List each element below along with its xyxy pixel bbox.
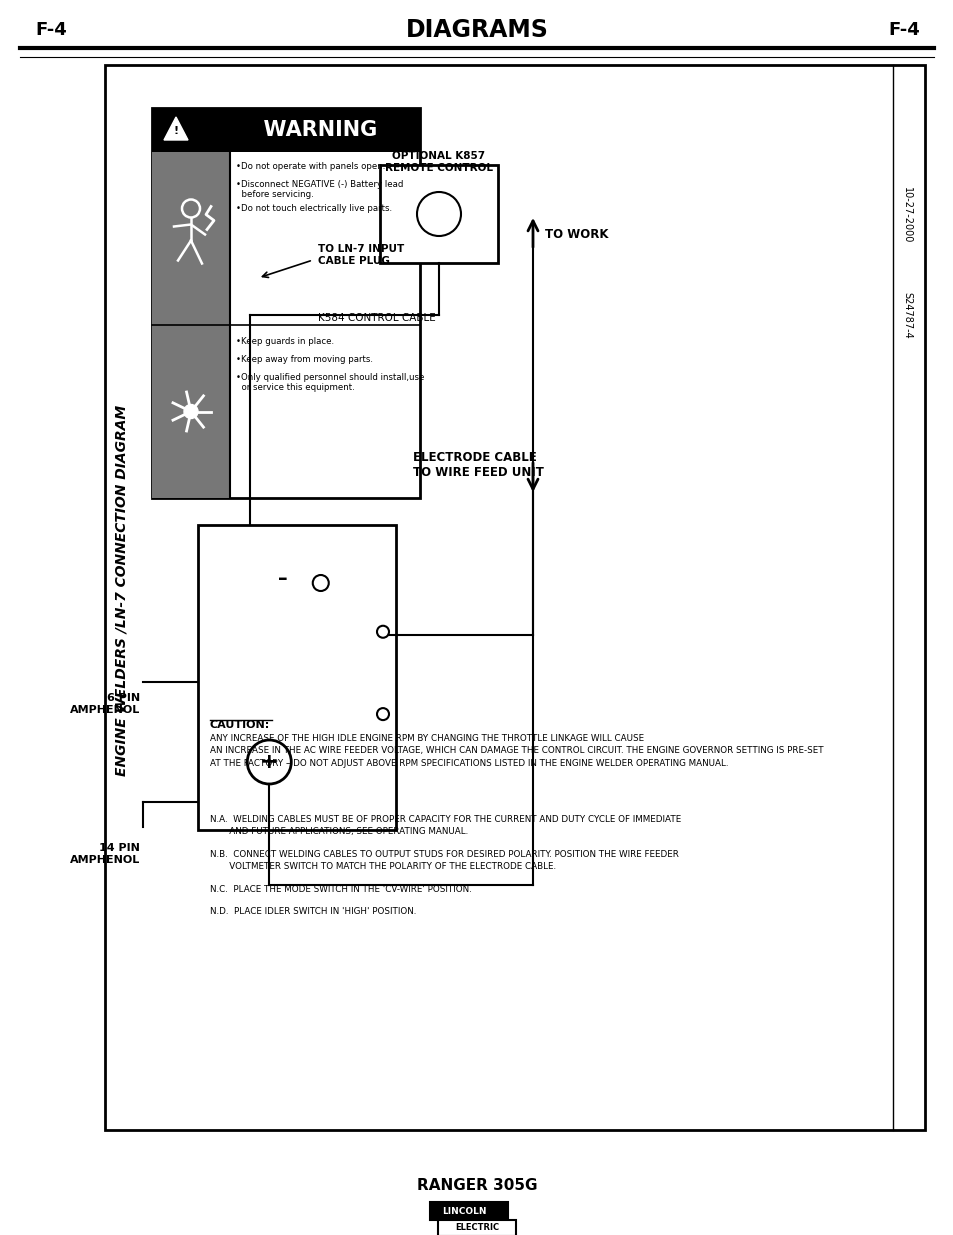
Text: WARNING: WARNING (249, 120, 376, 140)
Bar (152, 152, 230, 498)
Text: N.C.  PLACE THE MODE SWITCH IN THE 'CV-WIRE' POSITION.: N.C. PLACE THE MODE SWITCH IN THE 'CV-WI… (210, 885, 471, 894)
Text: N.A.  WELDING CABLES MUST BE OF PROPER CAPACITY FOR THE CURRENT AND DUTY CYCLE O: N.A. WELDING CABLES MUST BE OF PROPER CA… (210, 815, 680, 836)
Text: •Keep guards in place.: •Keep guards in place. (235, 337, 334, 346)
Bar (152, 107, 419, 498)
Text: ANY INCREASE OF THE HIGH IDLE ENGINE RPM BY CHANGING THE THROTTLE LINKAGE WILL C: ANY INCREASE OF THE HIGH IDLE ENGINE RPM… (210, 734, 822, 768)
Text: F-4: F-4 (35, 21, 67, 40)
Text: •Do not touch electrically live parts.: •Do not touch electrically live parts. (235, 204, 392, 212)
Text: OPTIONAL K857
REMOTE CONTROL: OPTIONAL K857 REMOTE CONTROL (385, 151, 493, 173)
Circle shape (376, 708, 389, 720)
Text: •Do not operate with panels open.: •Do not operate with panels open. (235, 162, 385, 170)
Text: N.B.  CONNECT WELDING CABLES TO OUTPUT STUDS FOR DESIRED POLARITY. POSITION THE : N.B. CONNECT WELDING CABLES TO OUTPUT ST… (210, 850, 679, 871)
Text: •Only qualified personnel should install,use
  or service this equipment.: •Only qualified personnel should install… (235, 373, 424, 393)
Text: TO WORK: TO WORK (544, 228, 608, 242)
Bar (152, 107, 419, 152)
Circle shape (416, 191, 460, 236)
Text: •Disconnect NEGATIVE (-) Battery lead
  before servicing.: •Disconnect NEGATIVE (-) Battery lead be… (235, 180, 403, 199)
Text: F-4: F-4 (887, 21, 919, 40)
Text: RANGER 305G: RANGER 305G (416, 1177, 537, 1193)
Text: 14 PIN
AMPHENOL: 14 PIN AMPHENOL (70, 844, 140, 864)
Text: ENGINE WELDERS /LN-7 CONNECTION DIAGRAM: ENGINE WELDERS /LN-7 CONNECTION DIAGRAM (115, 404, 129, 776)
Text: TO LN-7 INPUT
CABLE PLUG: TO LN-7 INPUT CABLE PLUG (317, 245, 404, 266)
Text: CAUTION:: CAUTION: (210, 720, 270, 730)
Circle shape (313, 576, 329, 592)
Circle shape (376, 626, 389, 637)
Text: •Keep away from moving parts.: •Keep away from moving parts. (235, 354, 373, 364)
Bar (105, 65, 924, 1130)
Text: ®: ® (502, 1204, 509, 1210)
Text: –: – (277, 568, 287, 588)
Text: 10-27-2000: 10-27-2000 (901, 186, 911, 243)
Text: S24787-4: S24787-4 (901, 291, 911, 338)
Polygon shape (164, 117, 188, 140)
Text: N.D.  PLACE IDLER SWITCH IN 'HIGH' POSITION.: N.D. PLACE IDLER SWITCH IN 'HIGH' POSITI… (210, 906, 416, 916)
Text: LINCOLN: LINCOLN (441, 1207, 486, 1215)
Bar (430, 1202, 507, 1220)
Circle shape (247, 740, 291, 784)
Text: 6 PIN
AMPHENOL: 6 PIN AMPHENOL (70, 693, 140, 715)
Text: +: + (260, 752, 278, 772)
Text: DIAGRAMS: DIAGRAMS (405, 19, 548, 42)
Text: K584 CONTROL CABLE: K584 CONTROL CABLE (317, 312, 436, 324)
Text: ELECTRODE CABLE
TO WIRE FEED UNIT: ELECTRODE CABLE TO WIRE FEED UNIT (413, 451, 543, 479)
Bar (379, 165, 497, 263)
Bar (198, 525, 395, 830)
Text: ELECTRIC: ELECTRIC (455, 1224, 498, 1233)
Text: !: ! (173, 126, 178, 136)
Bar (437, 1220, 516, 1235)
Circle shape (184, 405, 198, 419)
